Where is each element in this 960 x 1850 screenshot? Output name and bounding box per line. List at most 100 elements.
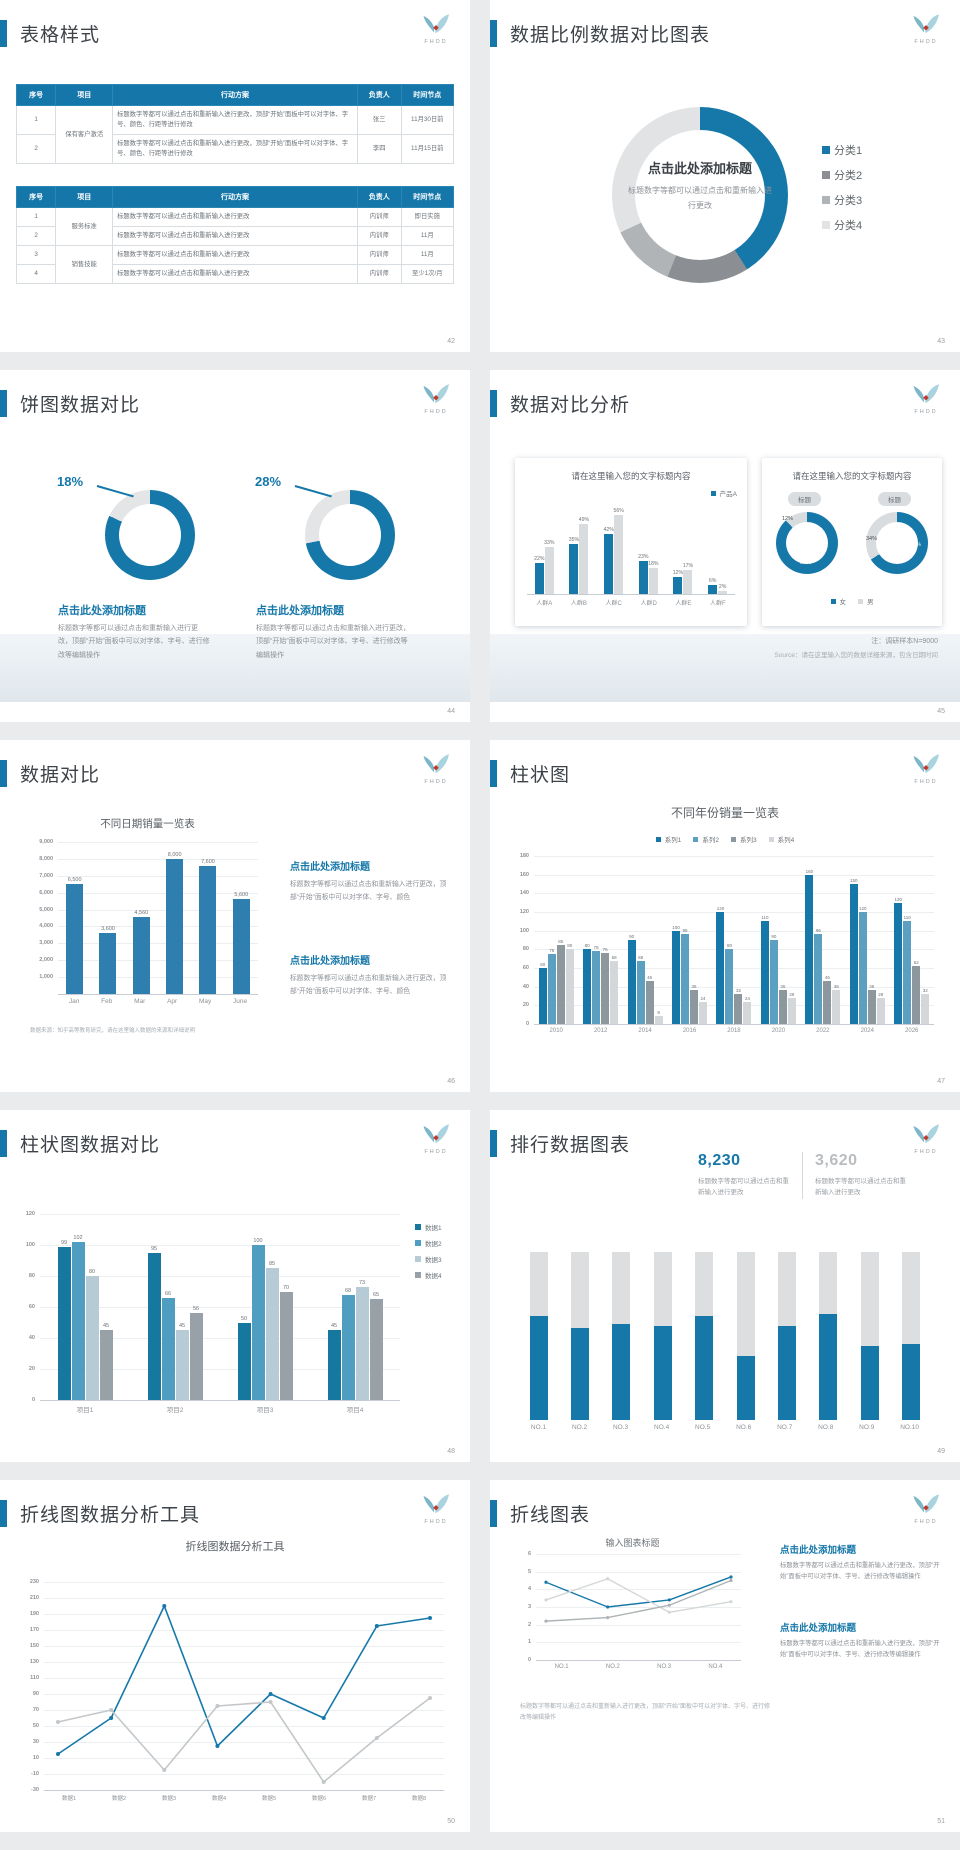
caption-title: 点击此处添加标题	[58, 605, 146, 617]
slide-45-comparison-analysis[interactable]: 数据对比分析 FHDD 请在这里输入您的文字标题内容 产品A 22% 33% 35%…	[490, 370, 960, 722]
action-plan-table-1: 序号 项目 行动方案 负责人 时间节点 1 保有客户激活 标题数字等都可以通过点击和重新输入进…	[15, 84, 455, 165]
brand-logo: FHDD	[416, 13, 456, 45]
donut-chart	[776, 512, 838, 574]
line-plot: 6 5 4 3 2 1 0 NO.1 NO.2 NO.3 NO.4	[528, 1551, 741, 1670]
brand-text: FHDD	[424, 1149, 448, 1155]
slide-46-data-comparison[interactable]: 数据对比 FHDD 不同日期销量一览表 9,000 8,000 7,000 6,000…	[0, 740, 470, 1092]
chart-title: 不同日期销量一览表	[100, 818, 195, 830]
decorative-band	[490, 634, 960, 702]
table-row: 1 保有客户激活 标题数字等都可以通过点击和重新输入进行更改，顶部“开始”面板中可以…	[15, 104, 455, 165]
brand-text: FHDD	[424, 1519, 448, 1525]
title-accent-bar	[0, 390, 7, 417]
page-number: 43	[937, 338, 945, 345]
table-cell: 内训师	[356, 226, 402, 247]
series-legend: 数据1 数据2 数据3 数据4	[415, 1222, 442, 1280]
slide-title: 饼图数据对比	[20, 395, 141, 416]
inner-card-title: 请在这里输入您的文字标题内容	[571, 471, 691, 481]
brand-text: FHDD	[914, 1149, 938, 1155]
column-header: 时间节点	[400, 186, 455, 208]
donut-chart	[612, 107, 788, 283]
caption-block: 点击此处添加标题 标题数字等都可以通过点击和重新输入进行更改，顶部“开始”面板中…	[58, 602, 210, 662]
table-cell: 标题数字等都可以通过点击和重新输入进行更改	[112, 226, 358, 247]
table-row: 3 销售技能 标题数字等都可以通过点击和重新输入进行更改 内训师 11月	[15, 245, 455, 285]
caption-body: 标题数字等都可以通过点击和重新输入进行更改，顶部“开始”面板中可以对字体、字号、…	[780, 1562, 940, 1581]
slide-title: 柱状图	[510, 765, 571, 786]
bar-legend: 产品A	[710, 488, 737, 498]
slide-49-ranking-chart[interactable]: 排行数据图表 FHDD 8,230 标题数字等都可以通过点击和重新输入进行更改 …	[490, 1110, 960, 1462]
column-header: 序号	[15, 84, 57, 106]
decorative-band	[0, 634, 470, 702]
table-cell: 内训师	[356, 245, 402, 266]
column-header: 时间节点	[400, 84, 455, 106]
brand-logo: FHDD	[906, 753, 946, 785]
table-row: 2 标题数字等都可以通过点击和重新输入进行更改 内训师 11月	[15, 226, 455, 247]
table-cell: 李四	[356, 134, 402, 165]
donut-legend: 分类1 分类2 分类3 分类4	[822, 142, 862, 233]
table-cell: 1	[15, 206, 57, 228]
table-cell: 11月	[400, 245, 455, 266]
callout-line	[96, 485, 134, 498]
brand-logo: FHDD	[906, 383, 946, 415]
brand-text: FHDD	[914, 1519, 938, 1525]
page-number: 44	[447, 708, 455, 715]
caption-title: 点击此处添加标题	[290, 862, 370, 873]
chart-title: 输入图表标题	[605, 1538, 660, 1548]
series-legend: 系列1 系列2 系列3 系列4	[490, 834, 960, 844]
line-series	[56, 1604, 432, 1784]
caption-block: 点击此处添加标题 标题数字等都可以通过点击和重新输入进行更改，顶部“开始”面板中…	[256, 602, 414, 662]
inner-card-donuts: 请在这里输入您的文字标题内容 标题 标题 12% 88% 34% 66% 女男	[762, 458, 942, 626]
slide-51-line-chart[interactable]: 折线图表 FHDD 输入图表标题 6 5 4 3 2 1 0 NO.1 NO.2 NO.3 NO.4…	[490, 1480, 960, 1832]
table-cell: 11月15日前	[400, 134, 455, 165]
caption-body: 标题数字等都可以通过点击和重新输入进行更改，顶部“开始”面板中可以对字体、字号、…	[780, 1640, 940, 1659]
brand-text: FHDD	[914, 779, 938, 785]
table-cell: 3	[15, 245, 57, 266]
chart-title: 折线图数据分析工具	[185, 1541, 285, 1553]
footer-note: 标题数字等都可以通过点击和重新输入进行更改，顶部“开始”面板中可以对字体、字号、…	[520, 1704, 770, 1721]
stat-block: 3,620 标题数字等都可以通过点击和重新输入进行更改	[815, 1152, 907, 1199]
donut-chart	[305, 490, 395, 580]
title-accent-bar	[0, 1130, 7, 1157]
slide-43-donut-comparison[interactable]: 数据比例数据对比图表 FHDD 点击此处添加标题 标题数字等都可以通过点击和重新…	[490, 0, 960, 352]
slide-47-column-chart[interactable]: 柱状图 FHDD 不同年份销量一览表 系列1 系列2 系列3 系列4 180 160 14…	[490, 740, 960, 1092]
percent-callout: 28%	[255, 474, 282, 489]
slide-42-table-styles[interactable]: 表格样式 FHDD 序号 项目 行动方案 负责人 时间节点 1 保有客户激活 标题数字等都可以…	[0, 0, 470, 352]
brand-text: FHDD	[424, 779, 448, 785]
page-number: 46	[447, 1078, 455, 1085]
bird-logo-icon	[913, 1124, 939, 1143]
table-cell: 内训师	[356, 206, 402, 228]
slide-44-pie-comparison[interactable]: 饼图数据对比 FHDD 18% 28% 点击此处添加标题 标题数字等都可以通过点…	[0, 370, 470, 722]
caption-block: 点击此处添加标题 标题数字等都可以通过点击和重新输入进行更改，顶部“开始”面板中…	[780, 1620, 945, 1661]
table-cell: 服务标准	[55, 206, 114, 247]
table-cell: 11月30日前	[400, 104, 455, 136]
caption-block: 点击此处添加标题 标题数字等都可以通过点击和重新输入进行更改，顶部“开始”面板中…	[290, 952, 450, 999]
sample-note: 注：调研样本N=9000	[871, 638, 938, 645]
title-accent-bar	[490, 390, 497, 417]
column-header: 行动方案	[112, 84, 358, 106]
column-header: 项目	[55, 84, 114, 106]
caption-body: 标题数字等都可以通过点击和重新输入进行更改，顶部“开始”面板中可以对字体、字号、…	[290, 881, 447, 902]
table-cell: 2	[15, 134, 57, 165]
page-number: 50	[447, 1818, 455, 1825]
donut-chart	[105, 490, 195, 580]
table-row: 4 标题数字等都可以通过点击和重新输入进行更改 内训师 至少1次/月	[15, 264, 455, 285]
title-accent-bar	[0, 20, 7, 47]
table-cell: 张三	[356, 104, 402, 136]
slide-header: 表格样式	[0, 20, 100, 47]
caption-block: 点击此处添加标题 标题数字等都可以通过点击和重新输入进行更改，顶部“开始”面板中…	[290, 858, 450, 905]
bird-logo-icon	[423, 1494, 449, 1513]
donut-center-title: 点击此处添加标题	[647, 161, 752, 176]
table-cell: 4	[15, 264, 57, 285]
caption-body: 标题数字等都可以通过点击和重新输入进行更改，顶部“开始”面板中可以对字体、字号、…	[290, 975, 447, 996]
table-cell: 销售技能	[55, 245, 114, 285]
slide-header: 排行数据图表	[490, 1130, 630, 1157]
slide-title: 数据比例数据对比图表	[510, 25, 711, 46]
slide-48-grouped-columns[interactable]: 柱状图数据对比 FHDD 120 100 80 60 40 20 0 99 102 80 45 95 6…	[0, 1110, 470, 1462]
slide-header: 数据对比	[0, 760, 100, 787]
slide-50-line-analysis[interactable]: 折线图数据分析工具 FHDD 折线图数据分析工具 230 210 190 170 150…	[0, 1480, 470, 1832]
brand-text: FHDD	[424, 409, 448, 415]
caption-title: 点击此处添加标题	[780, 1545, 857, 1556]
bird-logo-icon	[423, 14, 449, 33]
brand-logo: FHDD	[416, 1493, 456, 1525]
slide-header: 柱状图数据对比	[0, 1130, 160, 1157]
caption-title: 点击此处添加标题	[290, 956, 370, 967]
